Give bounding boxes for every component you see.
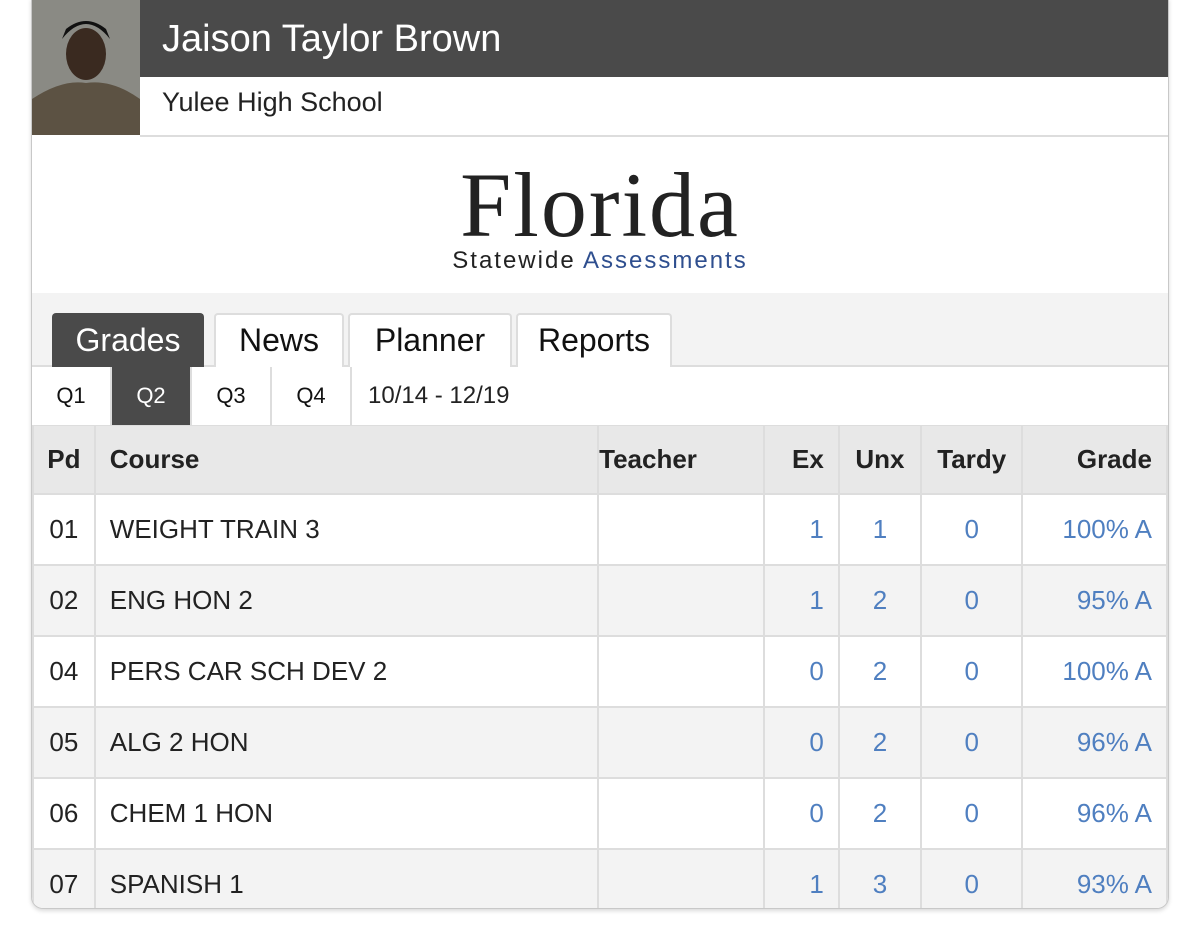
teacher	[597, 564, 766, 637]
grade-row: 01 WEIGHT TRAIN 3 1 1 0 100% A	[32, 493, 1168, 566]
course: ALG 2 HON	[93, 706, 600, 779]
grades-table: Pd Course Teacher Ex Unx Tardy Grade 01 WEIGHT T…	[32, 426, 1168, 908]
teacher	[597, 635, 766, 708]
ex[interactable]: 1	[763, 848, 840, 908]
ex[interactable]: 0	[763, 706, 840, 779]
date-range: 10/14 - 12/19	[368, 382, 510, 409]
unx[interactable]: 2	[837, 635, 923, 708]
quarter-bar: 10/14 - 12/19 Q1 Q2 Q3 Q4	[32, 367, 1168, 427]
teacher	[597, 493, 766, 566]
column-header: Grade	[1021, 426, 1168, 495]
grade[interactable]: 96% A	[1021, 706, 1168, 779]
student-name: Jaison Taylor Brown	[140, 0, 1168, 77]
grade[interactable]: 95% A	[1021, 564, 1168, 637]
column-header: Teacher	[597, 426, 766, 495]
teacher	[597, 706, 766, 779]
unx[interactable]: 2	[837, 777, 923, 850]
logo-subtitle: Statewide Assessments	[32, 247, 1168, 275]
tardy[interactable]: 0	[920, 635, 1024, 708]
grade[interactable]: 93% A	[1021, 848, 1168, 908]
unx[interactable]: 1	[837, 493, 923, 566]
unx[interactable]: 2	[837, 706, 923, 779]
course: SPANISH 1	[93, 848, 600, 908]
period: 07	[32, 848, 96, 908]
ex[interactable]: 1	[763, 564, 840, 637]
logo: Florida Statewide Assessments	[32, 137, 1168, 293]
school-name: Yulee High School	[140, 77, 1168, 137]
quarter-tab[interactable]: Q2	[112, 367, 192, 425]
tardy[interactable]: 0	[920, 706, 1024, 779]
tab[interactable]: Planner	[348, 313, 512, 367]
quarter-tab[interactable]: Q1	[32, 367, 112, 425]
tab[interactable]: News	[214, 313, 344, 367]
tardy[interactable]: 0	[920, 777, 1024, 850]
logo-subtitle-2: Assessments	[583, 247, 748, 274]
teacher	[597, 848, 766, 908]
grade[interactable]: 96% A	[1021, 777, 1168, 850]
logo-title: Florida	[460, 154, 740, 256]
grade-row: 04 PERS CAR SCH DEV 2 0 2 0 100% A	[32, 635, 1168, 708]
grade-row: 05 ALG 2 HON 0 2 0 96% A	[32, 706, 1168, 779]
tardy[interactable]: 0	[920, 848, 1024, 908]
tab[interactable]: Grades	[52, 313, 204, 367]
student-card: Jaison Taylor Brown Yulee High School Fl…	[31, 0, 1169, 909]
column-header: Course	[93, 426, 600, 495]
quarter-tab[interactable]: Q3	[192, 367, 272, 425]
ex[interactable]: 1	[763, 493, 840, 566]
grade-row: 02 ENG HON 2 1 2 0 95% A	[32, 564, 1168, 637]
period: 05	[32, 706, 96, 779]
period: 04	[32, 635, 96, 708]
unx[interactable]: 2	[837, 564, 923, 637]
column-header: Unx	[837, 426, 923, 495]
ex[interactable]: 0	[763, 635, 840, 708]
logo-subtitle-1: Statewide	[452, 247, 576, 274]
tardy[interactable]: 0	[920, 564, 1024, 637]
ex[interactable]: 0	[763, 777, 840, 850]
tardy[interactable]: 0	[920, 493, 1024, 566]
course: PERS CAR SCH DEV 2	[93, 635, 600, 708]
grade-row: 06 CHEM 1 HON 0 2 0 96% A	[32, 777, 1168, 850]
period: 06	[32, 777, 96, 850]
column-header: Tardy	[920, 426, 1024, 495]
grade[interactable]: 100% A	[1021, 635, 1168, 708]
grade[interactable]: 100% A	[1021, 493, 1168, 566]
period: 01	[32, 493, 96, 566]
column-header: Pd	[32, 426, 96, 495]
period: 02	[32, 564, 96, 637]
student-photo	[32, 0, 140, 135]
teacher	[597, 777, 766, 850]
column-header: Ex	[763, 426, 840, 495]
course: WEIGHT TRAIN 3	[93, 493, 600, 566]
quarter-tab[interactable]: Q4	[272, 367, 352, 425]
unx[interactable]: 3	[837, 848, 923, 908]
course: ENG HON 2	[93, 564, 600, 637]
grade-row: 07 SPANISH 1 1 3 0 93% A	[32, 848, 1168, 908]
course: CHEM 1 HON	[93, 777, 600, 850]
tab[interactable]: Reports	[516, 313, 672, 367]
tab-bar: Grades News Planner Reports	[32, 293, 1168, 367]
